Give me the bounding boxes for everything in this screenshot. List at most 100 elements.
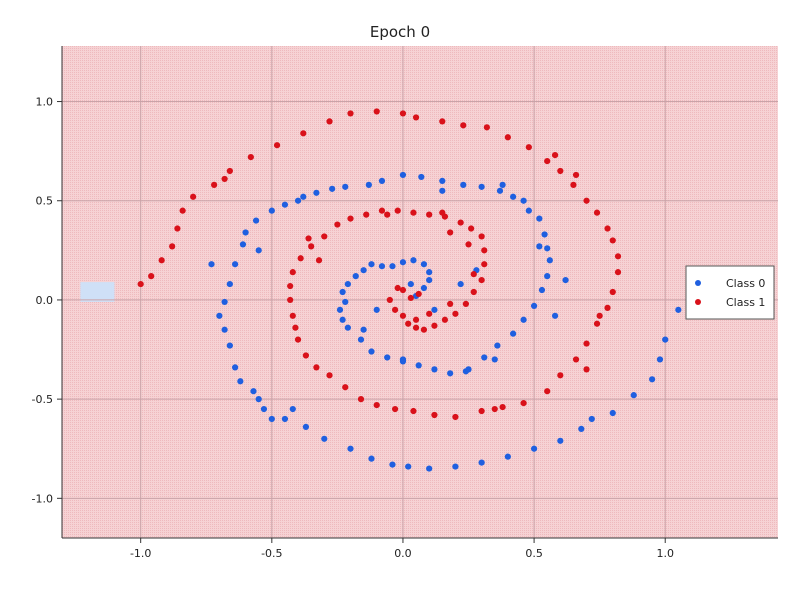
point-class-1 <box>583 197 590 204</box>
legend-marker-class-1 <box>695 299 701 305</box>
point-class-0 <box>329 185 336 192</box>
point-class-0 <box>431 366 438 373</box>
point-class-1 <box>426 211 433 218</box>
point-class-1 <box>478 276 485 284</box>
point-class-1 <box>347 215 354 222</box>
point-class-1 <box>294 336 302 343</box>
point-class-0 <box>302 423 310 431</box>
point-class-1 <box>169 243 176 250</box>
point-class-1 <box>326 372 333 379</box>
point-class-1 <box>297 255 304 262</box>
point-class-1 <box>148 273 155 280</box>
point-class-0 <box>530 445 538 452</box>
point-class-0 <box>255 247 262 254</box>
point-class-1 <box>363 211 370 218</box>
point-class-0 <box>649 376 656 383</box>
x-tick-label: -0.5 <box>261 547 282 560</box>
point-class-1 <box>334 221 341 228</box>
y-tick-label: 0.0 <box>36 294 54 307</box>
point-class-1 <box>520 399 527 407</box>
point-class-1 <box>609 237 616 244</box>
point-class-1 <box>273 142 281 149</box>
point-class-1 <box>470 288 477 296</box>
point-class-1 <box>211 181 218 188</box>
point-class-1 <box>326 118 333 125</box>
point-class-1 <box>412 114 420 121</box>
point-class-1 <box>399 286 407 294</box>
point-class-0 <box>389 461 396 468</box>
point-class-1 <box>373 401 380 409</box>
point-class-0 <box>268 207 275 214</box>
point-class-0 <box>510 193 517 200</box>
point-class-0 <box>360 326 367 333</box>
point-class-0 <box>339 288 346 296</box>
point-class-1 <box>596 312 603 319</box>
point-class-0 <box>439 177 446 185</box>
point-class-1 <box>405 320 412 327</box>
point-class-1 <box>470 271 477 278</box>
point-class-0 <box>578 425 585 432</box>
point-class-0 <box>242 229 249 236</box>
point-class-0 <box>313 189 320 196</box>
point-class-0 <box>452 463 459 470</box>
point-class-0 <box>536 215 543 222</box>
point-class-1 <box>544 157 551 165</box>
point-class-0 <box>368 348 375 355</box>
point-class-1 <box>439 118 446 125</box>
point-class-0 <box>226 342 233 349</box>
point-class-0 <box>216 312 223 319</box>
point-class-0 <box>399 171 407 179</box>
x-tick-label: 1.0 <box>656 547 674 560</box>
legend: Class 0 Class 1 <box>685 265 775 320</box>
point-class-0 <box>237 378 244 385</box>
point-class-1 <box>394 207 401 214</box>
point-class-1 <box>410 209 417 216</box>
point-class-0 <box>536 243 543 250</box>
point-class-1 <box>593 209 601 216</box>
x-tick-label: 0.0 <box>394 547 412 560</box>
point-class-1 <box>415 290 422 298</box>
point-class-1 <box>412 316 420 323</box>
point-class-1 <box>391 306 399 313</box>
point-class-1 <box>399 110 407 117</box>
y-tick-label: -1.0 <box>32 492 53 505</box>
point-class-1 <box>221 175 228 183</box>
point-class-1 <box>583 366 590 373</box>
point-class-1 <box>614 253 622 260</box>
point-class-0 <box>268 415 275 423</box>
point-class-0 <box>352 273 359 280</box>
point-class-1 <box>614 269 622 276</box>
point-class-0 <box>426 269 433 276</box>
point-class-1 <box>308 243 315 250</box>
point-class-0 <box>342 183 349 190</box>
point-class-1 <box>462 300 469 308</box>
point-class-1 <box>499 403 506 411</box>
point-class-0 <box>239 241 247 248</box>
point-class-0 <box>546 257 553 264</box>
point-class-0 <box>255 396 262 403</box>
point-class-0 <box>384 354 391 361</box>
point-class-1 <box>407 294 414 302</box>
point-class-1 <box>190 193 197 200</box>
point-class-1 <box>593 320 601 327</box>
point-class-0 <box>260 405 268 413</box>
point-class-0 <box>544 245 551 252</box>
point-class-1 <box>357 396 365 403</box>
point-class-0 <box>431 306 438 313</box>
point-class-0 <box>405 463 412 470</box>
point-class-1 <box>289 269 296 276</box>
point-class-1 <box>557 372 564 379</box>
legend-label-class-0: Class 0 <box>726 277 765 290</box>
point-class-0 <box>321 435 328 442</box>
point-class-1 <box>431 322 438 329</box>
point-class-1 <box>410 407 417 415</box>
point-class-1 <box>468 225 475 232</box>
point-class-1 <box>551 152 559 159</box>
point-class-0 <box>252 217 260 224</box>
point-class-0 <box>365 181 372 188</box>
point-class-0 <box>378 263 386 270</box>
y-tick-label: 0.5 <box>36 195 54 208</box>
point-class-1 <box>481 247 488 254</box>
point-class-1 <box>483 124 490 131</box>
